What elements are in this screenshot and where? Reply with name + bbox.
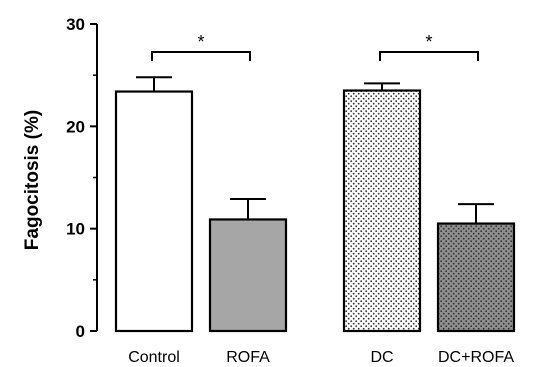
x-category-label: Control xyxy=(128,349,180,366)
bar-dc xyxy=(342,89,422,333)
y-tick-label: 0 xyxy=(76,322,85,341)
significance-brackets: * * xyxy=(151,32,479,61)
x-category-label: DC xyxy=(370,349,393,366)
x-category-label: ROFA xyxy=(226,349,270,366)
y-tick-label: 30 xyxy=(66,15,85,34)
bars-group xyxy=(114,76,516,333)
significance-star: * xyxy=(197,32,204,52)
y-tick-label: 10 xyxy=(66,220,85,239)
significance-bracket xyxy=(151,51,251,61)
significance-bracket xyxy=(379,51,479,61)
bar-control xyxy=(114,90,194,333)
bar-rofa xyxy=(208,218,288,333)
y-tick-label: 20 xyxy=(66,117,85,136)
x-axis-labels: Control ROFA DC DC+ROFA xyxy=(128,349,514,366)
y-axis-title: Fagocitosis (%) xyxy=(22,110,43,250)
significance-star: * xyxy=(425,32,432,52)
x-category-label: DC+ROFA xyxy=(438,349,514,366)
y-axis: 0 10 20 30 xyxy=(66,15,98,341)
bar-dc-rofa xyxy=(436,222,516,333)
